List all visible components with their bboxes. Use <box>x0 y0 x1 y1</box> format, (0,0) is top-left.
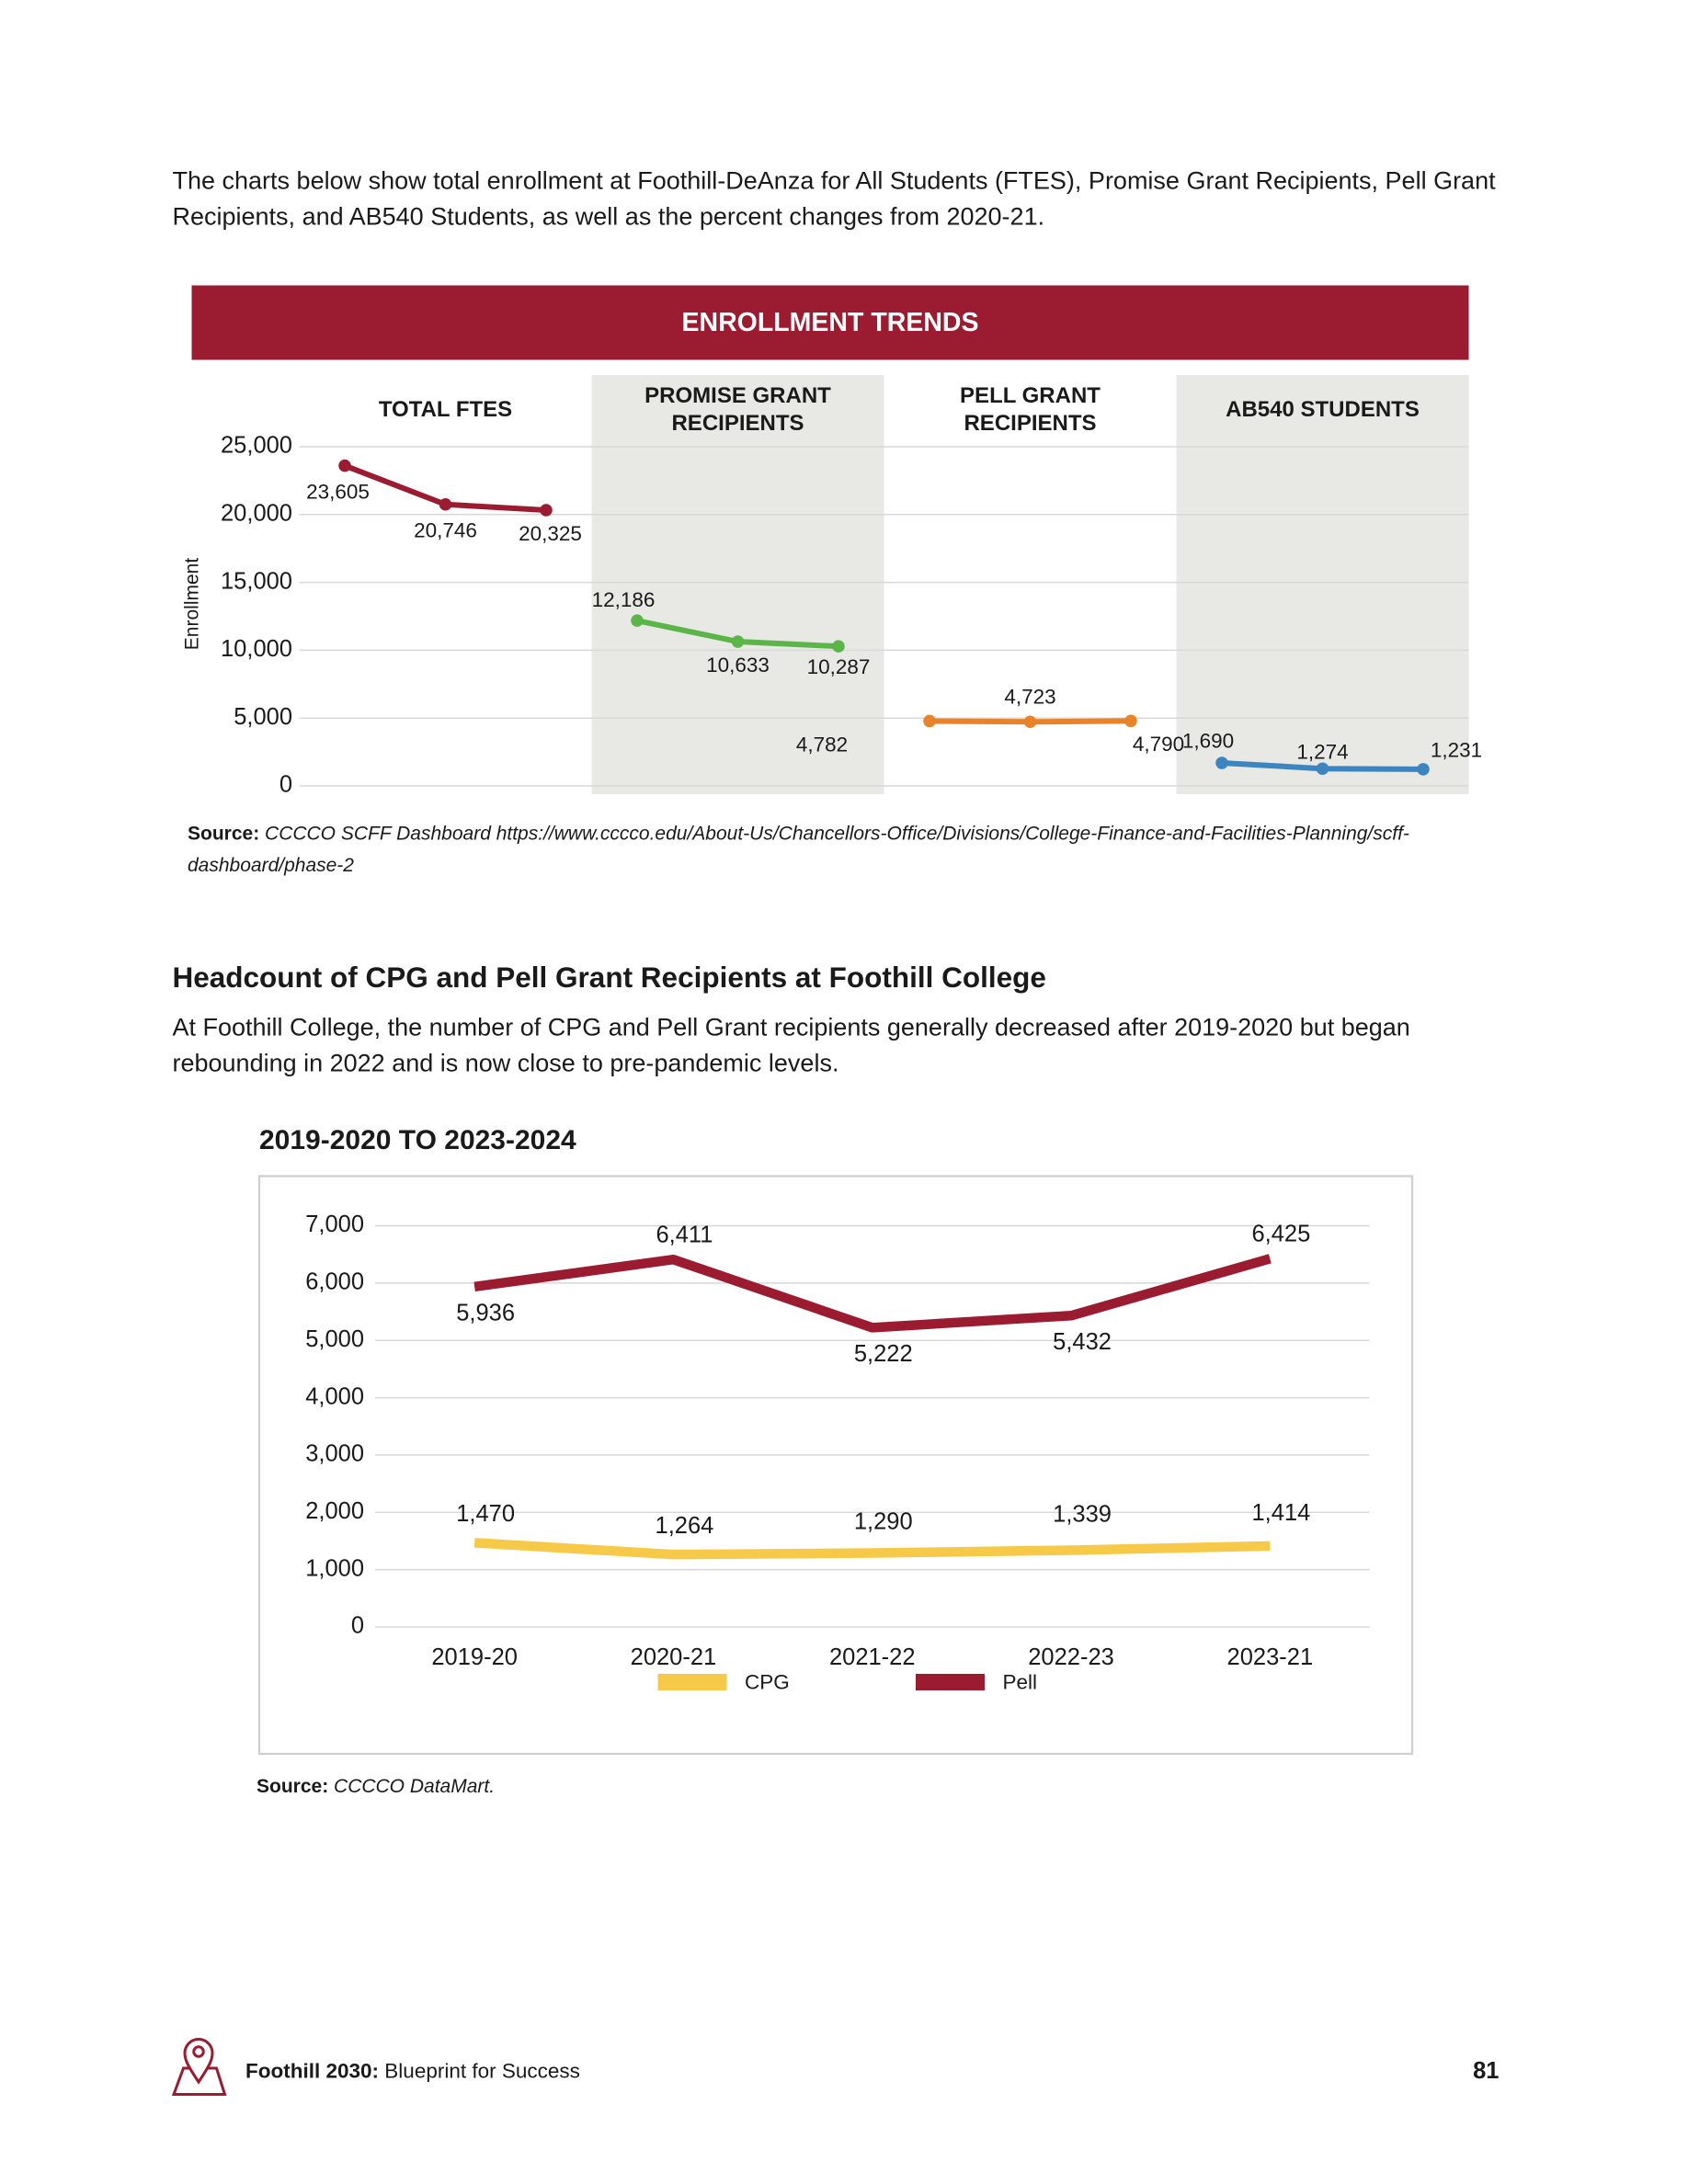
y-tick-label: 10,000 <box>221 636 292 662</box>
panel-title: PELL GRANT RECIPIENTS <box>960 384 1101 437</box>
data-label: 23,605 <box>306 481 370 504</box>
panel-title-box: PROMISE GRANT RECIPIENTS <box>644 384 831 437</box>
x-tick-label: 2022-23 <box>1028 1644 1114 1670</box>
chart-title: ENROLLMENT TRENDS <box>682 308 979 337</box>
y-tick-label: 15,000 <box>221 568 292 594</box>
point <box>540 504 553 517</box>
point <box>1023 715 1037 729</box>
panel-title-box: TOTAL FTES <box>378 398 513 423</box>
x-tick-label: 2020-21 <box>631 1644 717 1670</box>
legend-swatch <box>657 1674 727 1690</box>
data-label: 4,790 <box>1133 733 1184 756</box>
y-tick-label: 4,000 <box>305 1383 364 1409</box>
data-label: 12,186 <box>592 588 656 611</box>
legend-label: CPG <box>745 1670 790 1693</box>
footer-brand: Foothill 2030: <box>245 2059 379 2082</box>
panel-title: TOTAL FTES <box>378 398 513 423</box>
data-label: 4,723 <box>1004 686 1055 709</box>
source-note: Source: CCCCO SCFF Dashboard https://www… <box>188 818 1484 882</box>
chart-title: 2019-2020 TO 2023-2024 <box>259 1125 576 1155</box>
panel-title: PROMISE GRANT RECIPIENTS <box>644 384 831 437</box>
point <box>1417 763 1430 776</box>
point <box>832 640 845 653</box>
y-tick-label: 7,000 <box>305 1211 364 1237</box>
x-tick-label: 2023-21 <box>1227 1644 1314 1670</box>
source-label: Source: <box>257 1774 329 1797</box>
y-tick-label: 6,000 <box>305 1269 364 1295</box>
y-tick-label: 3,000 <box>305 1441 364 1467</box>
y-tick-label: 1,000 <box>305 1555 364 1581</box>
point <box>1215 756 1228 769</box>
point <box>923 714 936 728</box>
y-tick-label: 25,000 <box>221 433 292 459</box>
data-label: 1,690 <box>1182 729 1234 752</box>
data-label: 1,470 <box>456 1501 515 1527</box>
data-label: 10,633 <box>706 654 770 677</box>
data-label: 20,746 <box>414 519 477 542</box>
source-label: Source: <box>188 822 260 844</box>
page-number: 81 <box>1473 2058 1499 2084</box>
point <box>631 614 644 627</box>
y-tick-label: 2,000 <box>305 1498 364 1524</box>
data-label: 1,231 <box>1431 738 1482 761</box>
panel-title: AB540 STUDENTS <box>1226 398 1420 423</box>
point <box>338 459 351 472</box>
y-tick-label: 20,000 <box>221 501 292 527</box>
y-tick-label: 5,000 <box>234 704 292 730</box>
data-label: 4,782 <box>796 733 848 756</box>
line <box>473 1538 1271 1560</box>
point <box>439 498 452 511</box>
y-axis-label: Enrollment <box>182 558 203 651</box>
section-text: At Foothill College, the number of CPG a… <box>172 1013 1410 1077</box>
footer-subtitle: Blueprint for Success <box>384 2059 580 2082</box>
legend-label: Pell <box>1003 1670 1038 1693</box>
source-text: CCCCO DataMart. <box>334 1774 496 1797</box>
footer-icon <box>171 2038 227 2096</box>
data-label: 1,274 <box>1296 741 1348 764</box>
intro-paragraph: The charts below show total enrollment a… <box>172 166 1496 231</box>
section-text-box: At Foothill College, the number of CPG a… <box>172 1013 1410 1077</box>
point <box>1124 714 1137 728</box>
source-note-box: Source: CCCCO DataMart. <box>257 1770 1222 1803</box>
y-tick-label: 5,000 <box>305 1326 364 1352</box>
panel-shade <box>1176 375 1469 794</box>
source-note: Source: CCCCO DataMart. <box>257 1770 1222 1803</box>
legend-swatch <box>916 1674 985 1690</box>
x-tick-label: 2019-20 <box>431 1644 518 1670</box>
data-label: 1,264 <box>656 1513 714 1539</box>
title-bar <box>191 285 1469 360</box>
panel-title-box: AB540 STUDENTS <box>1226 398 1420 423</box>
x-tick-label: 2021-22 <box>829 1644 916 1670</box>
data-label: 10,287 <box>807 655 871 678</box>
intro-paragraph-box: The charts below show total enrollment a… <box>172 166 1496 231</box>
y-tick-label: 0 <box>351 1613 364 1639</box>
point <box>1316 762 1329 775</box>
point <box>731 635 745 648</box>
footer-text: Foothill 2030: Blueprint for Success <box>245 2059 580 2082</box>
data-label: 1,414 <box>1251 1500 1310 1526</box>
data-label: 1,339 <box>1053 1502 1112 1528</box>
data-label: 5,222 <box>854 1341 913 1367</box>
data-label: 6,411 <box>656 1222 713 1247</box>
source-note-box: Source: CCCCO SCFF Dashboard https://www… <box>188 818 1484 882</box>
data-label: 20,325 <box>519 522 582 545</box>
data-label: 5,936 <box>456 1301 515 1326</box>
chart-frame <box>257 1175 1414 1756</box>
panel-title-box: PELL GRANT RECIPIENTS <box>960 384 1101 437</box>
data-label: 6,425 <box>1251 1222 1310 1247</box>
section-heading-box: Headcount of CPG and Pell Grant Recipien… <box>172 962 1046 995</box>
line <box>473 1254 1272 1333</box>
data-label: 5,432 <box>1053 1329 1112 1355</box>
data-label: 1,290 <box>854 1508 913 1534</box>
y-tick-label: 0 <box>279 772 292 798</box>
section-heading: Headcount of CPG and Pell Grant Recipien… <box>172 962 1046 995</box>
source-text: CCCCO SCFF Dashboard https://www.cccco.e… <box>188 822 1409 876</box>
panel-shade <box>591 375 884 794</box>
